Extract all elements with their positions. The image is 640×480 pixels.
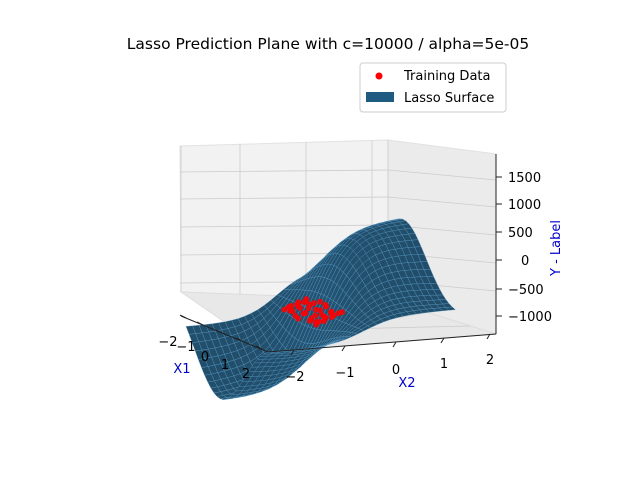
x2-axis-line [267,333,497,353]
tick-mark [255,345,263,350]
training-point [315,318,322,325]
x1-tick-label: −1 [176,340,195,355]
axis-lines [180,154,497,353]
tick-mark [196,321,204,326]
training-point [295,299,302,306]
x2-tick-label: 2 [486,353,494,368]
x1-tick-labels: −2 −1 0 1 2 [158,335,250,382]
tick-mark [486,333,491,340]
legend-frame [359,62,507,113]
legend-label-training-data: Training Data [403,69,490,84]
tick-mark [179,314,187,319]
z-tick-label: 0 [521,254,529,269]
grid-line [179,196,389,200]
training-data-points [281,296,345,328]
grid-line [179,169,389,173]
training-point [322,301,329,308]
x2-tick-labels: −2 −1 0 1 2 [285,353,494,385]
tick-mark [235,337,243,342]
x2-axis-label: X2 [398,376,415,391]
x1-tick-label: −2 [158,335,177,350]
training-point [312,306,319,313]
legend-label-lasso-surface: Lasso Surface [404,91,494,106]
x2-tick-label: −2 [285,370,304,385]
legend-marker-training-data [375,72,383,80]
training-point [317,307,324,314]
x1-tick-label: 1 [221,358,229,373]
grid-line [179,224,389,228]
grid-line [387,169,497,181]
tick-marks [179,176,502,356]
z-tick-label: −1000 [508,310,552,325]
training-point [289,308,296,315]
tick-mark [341,345,346,352]
training-point [303,296,310,303]
tick-mark [290,349,295,356]
grid-line [387,196,497,208]
x1-tick-label: 2 [242,367,250,382]
training-point [288,302,295,309]
x1-axis-line [180,315,269,353]
legend: Training Data Lasso Surface [359,62,507,113]
training-point [318,311,325,318]
training-point [310,300,317,307]
training-point [317,298,324,305]
chart-title: Lasso Prediction Plane with c=10000 / al… [127,35,529,53]
x2-tick-label: 1 [440,357,448,372]
z-tick-labels: −1000 −500 0 500 1000 1500 [508,171,552,325]
x2-tick-label: −1 [335,366,354,381]
z-tick-label: −500 [508,283,544,298]
training-point [302,310,309,316]
tick-mark [215,329,223,334]
tick-mark [392,341,397,348]
x1-tick-label: 0 [201,350,209,365]
training-point [312,312,319,319]
tick-mark [440,337,445,344]
z-axis-label: Y - Label [549,220,564,277]
x1-axis-label: X1 [173,362,190,377]
z-tick-label: 1000 [508,198,541,213]
training-point [328,308,335,315]
z-tick-label: 1500 [508,171,541,186]
lasso-surface [185,218,456,400]
z-tick-label: 500 [508,226,533,241]
training-point [339,309,345,316]
legend-marker-lasso-surface [366,92,394,102]
x2-tick-label: 0 [392,363,400,378]
training-point [292,312,299,319]
